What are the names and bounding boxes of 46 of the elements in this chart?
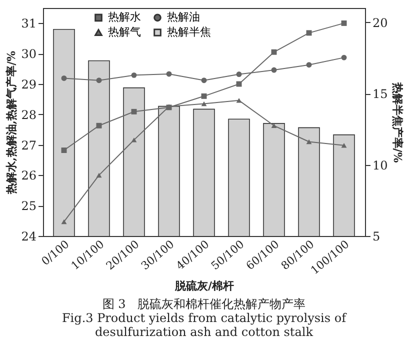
caption: 图 3 脱硫灰和棉杆催化热解产物产率 bbox=[102, 296, 306, 311]
point bbox=[341, 54, 347, 60]
y2-tick-label: 10 bbox=[372, 158, 388, 172]
x-axis-title: 脱硫灰/棉杆 bbox=[174, 279, 234, 292]
point bbox=[201, 78, 207, 84]
point bbox=[236, 98, 242, 103]
point bbox=[61, 148, 67, 154]
y-tick-label: 27 bbox=[21, 138, 36, 152]
point bbox=[201, 101, 207, 106]
point bbox=[306, 62, 312, 68]
y2-axis-title: 热解半焦产率/% bbox=[390, 81, 404, 164]
y2-tick-label: 5 bbox=[372, 230, 380, 244]
y-tick-label: 31 bbox=[21, 16, 36, 31]
point bbox=[96, 78, 102, 84]
legend-label: 热解半焦 bbox=[167, 26, 211, 38]
y-tick-label: 25 bbox=[21, 199, 36, 214]
point bbox=[271, 123, 277, 128]
y2-tick-label: 20 bbox=[372, 16, 388, 30]
point bbox=[271, 67, 277, 73]
point bbox=[306, 30, 312, 36]
point bbox=[341, 20, 347, 26]
point bbox=[306, 139, 312, 144]
y-tick-label: 24 bbox=[21, 230, 37, 244]
point bbox=[201, 93, 207, 99]
y-tick-label: 26 bbox=[21, 168, 36, 183]
point bbox=[96, 172, 102, 178]
point bbox=[236, 72, 242, 78]
point bbox=[131, 72, 137, 78]
y-tick-label: 28 bbox=[21, 108, 36, 122]
y-tick-label: 29 bbox=[21, 78, 36, 92]
legend-label: 热解气 bbox=[108, 26, 141, 38]
point bbox=[341, 143, 347, 148]
legend-label: 热解油 bbox=[167, 10, 200, 24]
point bbox=[131, 138, 137, 142]
point bbox=[61, 75, 67, 81]
caption: Fig.3 Product yields from catalytic pyrolysis of bbox=[62, 310, 348, 325]
text: desulfurization ash and cotton stalk bbox=[95, 324, 314, 339]
y2-tick-label: 15 bbox=[372, 87, 388, 101]
point bbox=[96, 122, 102, 128]
y-tick-label: 30 bbox=[21, 47, 36, 62]
y-axis-title: 热解水,热解油,热解气产率/% bbox=[5, 50, 18, 196]
point bbox=[131, 108, 137, 114]
point bbox=[61, 219, 67, 224]
legend-label: 热解水 bbox=[108, 10, 141, 24]
point bbox=[166, 71, 172, 77]
point bbox=[271, 49, 277, 55]
